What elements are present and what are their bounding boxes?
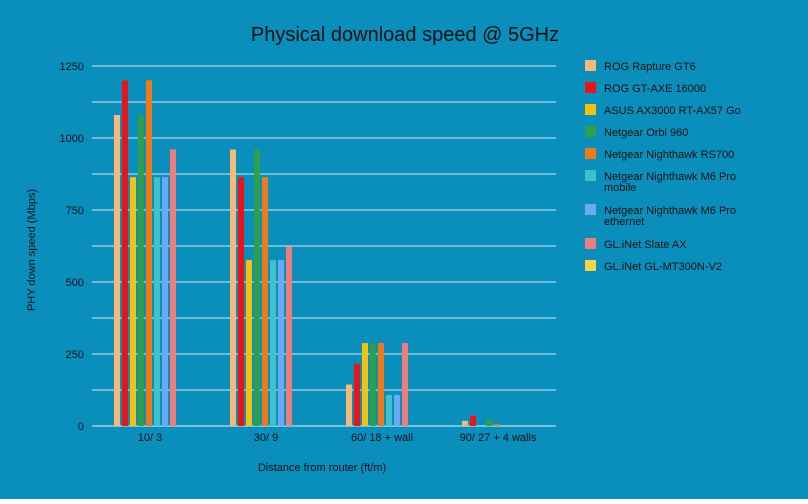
- legend-item: Netgear Nighthawk M6 Pro ethernet: [585, 204, 736, 228]
- bar: [122, 80, 128, 427]
- legend-swatch: [585, 82, 596, 93]
- legend-item: Netgear Nighthawk M6 Pro mobile: [585, 170, 736, 194]
- legend-label: ASUS AX3000 RT-AX57 Go: [604, 105, 741, 117]
- legend-label: Netgear Nighthawk RS700: [604, 149, 734, 161]
- bar: [346, 384, 352, 426]
- x-tick-label: 60/ 18 + wall: [351, 432, 413, 444]
- bar: [286, 246, 292, 426]
- legend-swatch: [585, 148, 596, 159]
- legend-item: ROG Rapture GT6: [585, 60, 696, 73]
- legend-label: Netgear Orbi 960: [604, 127, 688, 139]
- y-tick-label: 750: [66, 205, 84, 217]
- bar: [154, 177, 160, 426]
- bar: [238, 177, 244, 426]
- gridlines: [92, 65, 556, 427]
- bar: [394, 394, 400, 426]
- legend-swatch: [585, 260, 596, 271]
- bars: [114, 80, 500, 427]
- bar: [254, 149, 260, 426]
- x-tick-label: 30/ 9: [254, 432, 278, 444]
- y-tick-label: 1250: [60, 61, 84, 73]
- legend-label: ROG Rapture GT6: [604, 61, 696, 73]
- bar: [494, 424, 500, 426]
- legend-item: ROG GT-AXE 16000: [585, 82, 706, 95]
- bar: [362, 343, 368, 426]
- bar: [130, 177, 136, 426]
- legend-swatch: [585, 104, 596, 115]
- y-tick-label: 500: [66, 277, 84, 289]
- legend-item: GL.iNet Slate AX: [585, 238, 687, 251]
- bar: [246, 260, 252, 426]
- bar: [114, 114, 120, 427]
- bar: [486, 419, 492, 426]
- bar: [386, 394, 392, 426]
- legend-label: GL.iNet Slate AX: [604, 239, 687, 251]
- legend-label: Netgear Nighthawk M6 Pro mobile: [604, 171, 736, 194]
- legend-swatch: [585, 170, 596, 181]
- bar: [278, 260, 284, 426]
- bar: [146, 80, 152, 427]
- bar: [470, 415, 476, 426]
- bar: [370, 343, 376, 426]
- x-axis-label: Distance from router (ft/m): [258, 462, 386, 474]
- legend-label: ROG GT-AXE 16000: [604, 83, 706, 95]
- legend-item: Netgear Orbi 960: [585, 126, 688, 139]
- y-tick-label: 250: [66, 349, 84, 361]
- bar: [230, 149, 236, 426]
- bar: [402, 343, 408, 426]
- bar: [378, 343, 384, 426]
- chart-title: Physical download speed @ 5GHz: [251, 24, 559, 46]
- bar: [354, 363, 360, 426]
- bar: [270, 260, 276, 426]
- y-tick-label: 0: [78, 421, 84, 433]
- x-tick-label: 10/ 3: [138, 432, 162, 444]
- legend-label: GL.iNet GL-MT300N-V2: [604, 261, 722, 273]
- y-tick-label: 1000: [60, 133, 84, 145]
- legend-swatch: [585, 126, 596, 137]
- legend-swatch: [585, 60, 596, 71]
- bar: [462, 420, 468, 426]
- bar: [162, 177, 168, 426]
- legend-label: Netgear Nighthawk M6 Pro ethernet: [604, 205, 736, 228]
- y-axis-label: PHY down speed (Mbps): [26, 189, 38, 311]
- bar: [262, 177, 268, 426]
- legend-swatch: [585, 238, 596, 249]
- bar: [170, 149, 176, 426]
- legend-item: GL.iNet GL-MT300N-V2: [585, 260, 722, 273]
- legend-item: ASUS AX3000 RT-AX57 Go: [585, 104, 741, 117]
- x-tick-label: 90/ 27 + 4 walls: [460, 432, 537, 444]
- legend: ROG Rapture GT6 ROG GT-AXE 16000 ASUS AX30…: [585, 60, 741, 273]
- bar: [138, 114, 144, 427]
- legend-swatch: [585, 204, 596, 215]
- legend-item: Netgear Nighthawk RS700: [585, 148, 734, 161]
- axes: 0 250 500 750 1000 1250 10/ 3 30/ 9 60/ 18 + wal…: [60, 61, 537, 444]
